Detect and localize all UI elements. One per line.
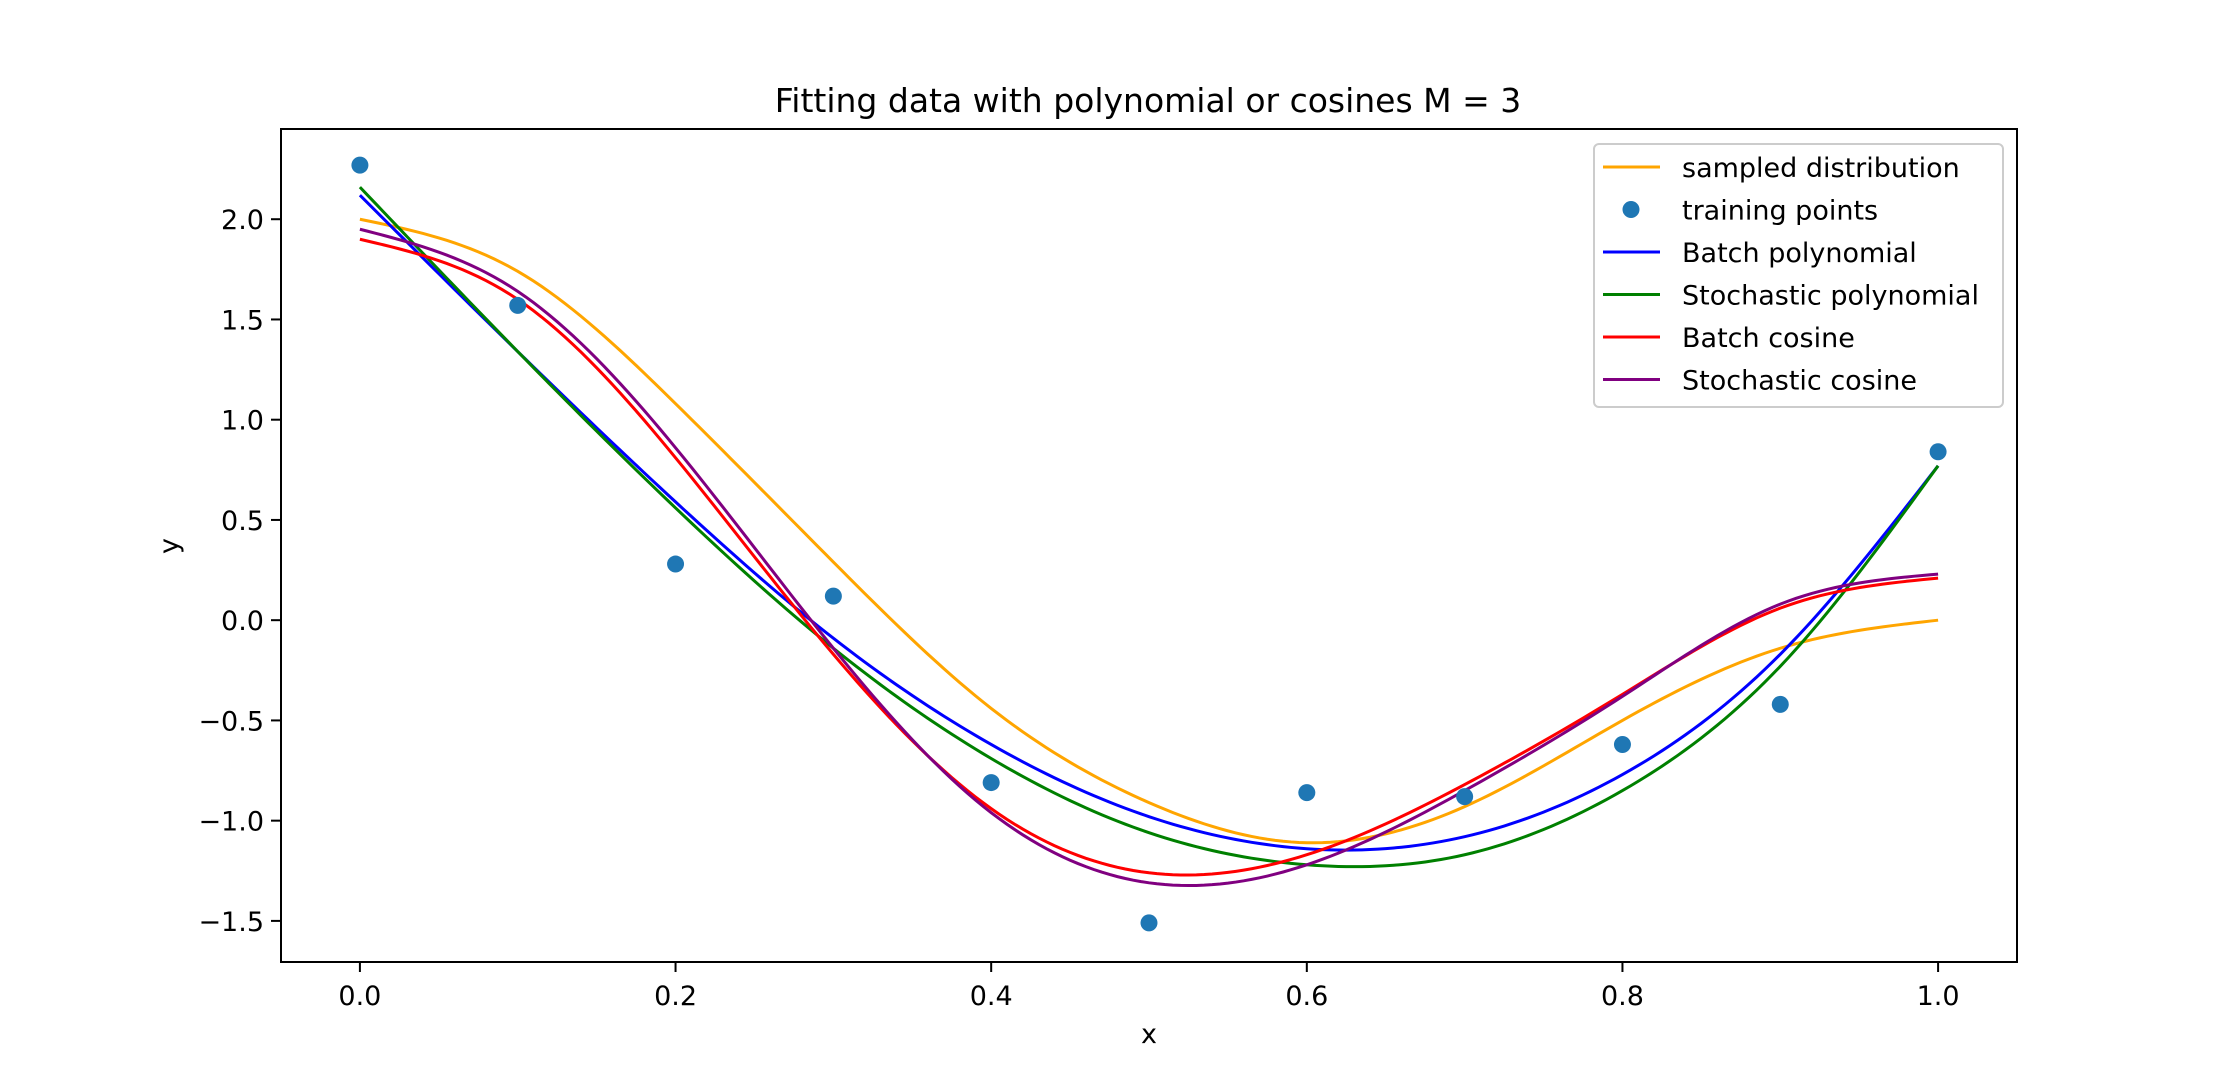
legend-marker-training-points xyxy=(1622,201,1640,218)
training-point xyxy=(1298,784,1316,802)
plot-series xyxy=(351,156,1947,932)
y-tick-label: 2.0 xyxy=(221,205,264,236)
legend-label-batch-cosine: Batch cosine xyxy=(1682,323,1855,354)
training-point xyxy=(509,296,527,314)
x-tick-label: 0.4 xyxy=(970,981,1013,1012)
y-tick-label: 0.0 xyxy=(221,606,264,637)
series-line-stochastic-polynomial xyxy=(358,186,1940,869)
y-tick-label: 0.5 xyxy=(221,506,264,537)
series-line-sampled-distribution xyxy=(359,217,1939,845)
plot-frame xyxy=(280,128,2018,963)
legend-label-sampled-distribution: sampled distribution xyxy=(1682,153,1960,184)
legend-label-training-points: training points xyxy=(1682,196,1878,227)
training-point xyxy=(824,587,842,605)
training-point xyxy=(1140,914,1158,932)
legend-box xyxy=(1593,143,2004,408)
y-tick-label: −1.5 xyxy=(198,907,264,938)
y-axis: −1.5 −1.0 −0.5 0.0 0.5 1.0 1.5 2.0 xyxy=(198,205,281,938)
x-tick-label: 0.8 xyxy=(1601,981,1644,1012)
training-point xyxy=(1456,788,1474,806)
x-tick-label: 1.0 xyxy=(1917,981,1960,1012)
y-tick-label: −0.5 xyxy=(198,706,264,737)
x-tick-label: 0.0 xyxy=(338,981,381,1012)
training-point xyxy=(1613,735,1631,753)
x-tick-label: 0.2 xyxy=(654,981,697,1012)
chart-title: Fitting data with polynomial or cosines … xyxy=(775,81,1522,120)
legend-label-stochastic-cosine: Stochastic cosine xyxy=(1682,366,1917,397)
training-point xyxy=(1771,695,1789,713)
training-point xyxy=(667,555,685,573)
legend-label-stochastic-polynomial: Stochastic polynomial xyxy=(1682,281,1979,312)
y-tick-label: 1.5 xyxy=(221,305,264,336)
training-point xyxy=(1929,443,1947,461)
y-tick-label: 1.0 xyxy=(221,406,264,437)
legend-label-batch-polynomial: Batch polynomial xyxy=(1682,238,1917,269)
x-axis: 0.0 0.2 0.4 0.6 0.8 1.0 xyxy=(338,962,1960,1012)
legend: sampled distribution training points Batch… xyxy=(1593,143,2004,408)
series-line-batch-polynomial xyxy=(358,194,1940,852)
training-point xyxy=(982,774,1000,792)
x-axis-label: x xyxy=(1141,1019,1157,1050)
y-tick-label: −1.0 xyxy=(198,807,264,838)
training-point xyxy=(351,156,369,174)
series-line-stochastic-cosine xyxy=(359,227,1939,888)
x-tick-label: 0.6 xyxy=(1285,981,1328,1012)
y-axis-label: y xyxy=(154,538,185,554)
